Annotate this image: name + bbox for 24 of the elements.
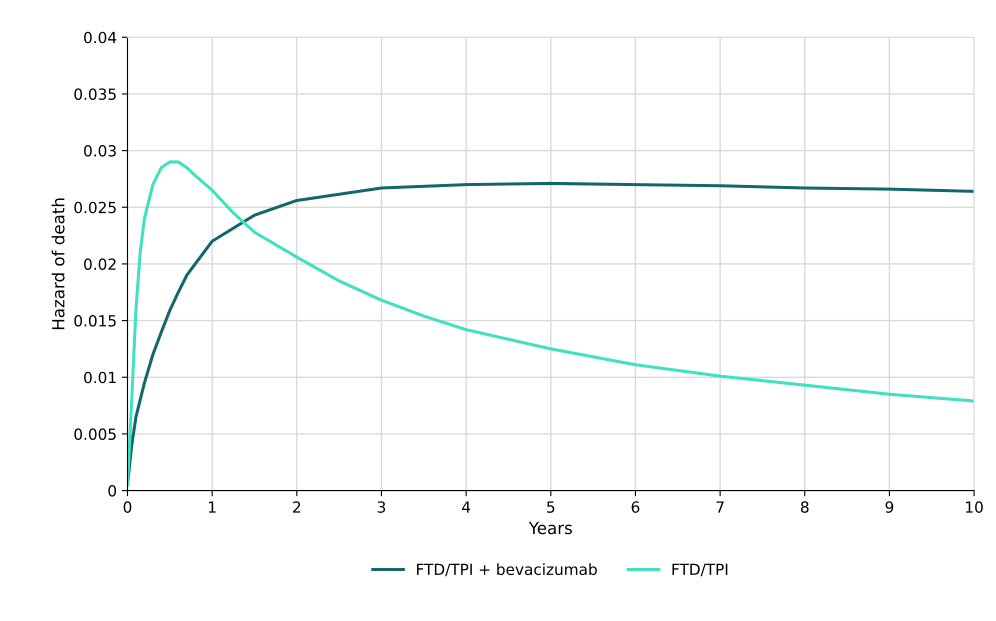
x-tick-label: 4 [462,501,470,513]
x-tick-label: 8 [800,501,809,513]
legend-label: FTD/TPI + bevacizumab [417,563,597,576]
y-tick-label: 0.025 [74,202,116,214]
y-tick-label: 0.015 [74,315,116,327]
y-tick-label: 0.035 [74,88,116,100]
x-tick-label: 10 [966,501,983,513]
x-tick-label: 3 [378,501,386,513]
x-axis-title: Years [528,522,572,534]
y-tick-label: 0.01 [84,372,116,384]
y-tick-label: 0.03 [84,145,116,157]
y-tick-label: 0.04 [84,32,116,44]
x-tick-label: 6 [632,501,640,513]
x-tick-label: 2 [293,501,300,513]
x-tick-label: 9 [886,501,894,513]
x-tick-label: 1 [208,501,216,513]
x-tick-label: 7 [716,501,724,513]
y-axis-title: Hazard of death [52,198,65,330]
x-tick-label: 0 [124,501,132,513]
y-tick-label: 0 [108,485,116,497]
y-tick-label: 0.005 [74,428,116,440]
legend-label: FTD/TPI [672,564,728,576]
x-tick-label: 5 [547,501,554,513]
y-tick-label: 0.02 [84,258,116,270]
